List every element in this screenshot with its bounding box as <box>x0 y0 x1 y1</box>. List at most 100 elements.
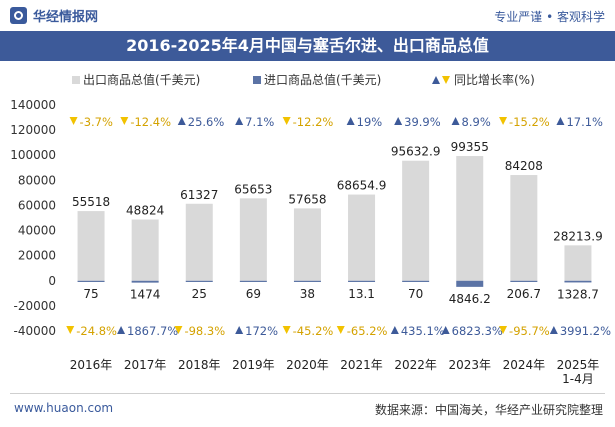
export-growth-label-up-icon <box>556 117 565 125</box>
export-growth-label: 8.9% <box>462 115 491 129</box>
export-bar <box>77 211 105 281</box>
legend-export-label: 出口商品总值(千美元) <box>83 72 200 87</box>
legend-export-swatch <box>72 76 80 84</box>
import-growth-label: -24.8% <box>76 324 117 338</box>
import-growth-label-down-icon <box>66 326 75 334</box>
y-tick-label: 80000 <box>18 173 56 187</box>
export-value-label: 99355 <box>451 140 489 154</box>
import-growth-label: -98.3% <box>184 324 225 338</box>
import-value-label: 70 <box>408 287 423 301</box>
export-growth-label: 25.6% <box>188 115 225 129</box>
import-growth-label: 6823.3% <box>452 324 503 338</box>
import-value-label: 69 <box>246 287 261 301</box>
footer-source: 数据来源：中国海关，华经产业研究院整理 <box>374 403 603 417</box>
x-tick-label: 2022年 <box>394 358 437 372</box>
export-growth-label-up-icon <box>177 117 186 125</box>
y-tick-label: -40000 <box>13 324 56 338</box>
y-tick-label: 100000 <box>10 148 56 162</box>
export-bar <box>131 219 159 281</box>
export-value-label: 61327 <box>180 188 218 202</box>
import-growth-label: 1867.7% <box>127 324 178 338</box>
export-growth-label-up-icon <box>394 117 403 125</box>
footer-website[interactable]: www.huaon.com <box>14 401 114 415</box>
export-bar <box>564 245 592 281</box>
x-tick-label: 2017年 <box>124 358 167 372</box>
export-growth-label: -15.2% <box>509 115 550 129</box>
export-value-label: 84208 <box>505 159 543 173</box>
export-growth-label: -3.7% <box>80 115 113 129</box>
chart: 出口商品总值(千美元) 进口商品总值(千美元) 同比增长率(%) -40000 -200… <box>10 72 611 386</box>
y-tick-label: 140000 <box>10 98 56 112</box>
import-value-label: 206.7 <box>507 287 541 301</box>
export-value-label: 95632.9 <box>391 145 441 159</box>
export-growth-label: 17.1% <box>566 115 603 129</box>
legend-import-swatch <box>253 76 261 84</box>
import-growth-label: -65.2% <box>347 324 388 338</box>
x-tick-label: 2021年 <box>340 358 383 372</box>
export-growth-label-down-icon <box>69 117 78 125</box>
import-bar <box>239 280 267 282</box>
legend-growth-label: 同比增长率(%) <box>454 72 535 87</box>
brand-name: 华经情报网 <box>33 10 99 25</box>
export-growth-label: -12.4% <box>130 115 171 129</box>
import-growth-label-up-icon <box>441 326 450 334</box>
export-value-label: 57658 <box>288 192 326 206</box>
export-growth-label-up-icon <box>346 117 355 125</box>
export-growth-label: 19% <box>357 115 383 129</box>
title-bar: 2016-2025年4月中国与塞舌尔进、出口商品总值 <box>0 31 615 61</box>
legend-down-triangle-icon <box>442 76 450 84</box>
import-growth-label-up-icon <box>390 326 399 334</box>
import-bar <box>77 280 105 282</box>
y-tick-label: 40000 <box>18 224 56 238</box>
export-bar <box>456 156 484 281</box>
import-value-label: 38 <box>300 287 315 301</box>
export-value-label: 48824 <box>126 203 164 217</box>
export-bar <box>402 160 430 281</box>
brand-logo[interactable]: 华经情报网 <box>10 6 98 25</box>
x-tick-label: 2020年 <box>286 358 329 372</box>
import-bar <box>564 280 592 283</box>
legend-import-label: 进口商品总值(千美元) <box>264 72 381 87</box>
brand-logo-icon <box>10 7 27 24</box>
import-growth-label: 435.1% <box>401 324 445 338</box>
legend-up-triangle-icon <box>432 76 440 84</box>
x-tick-label: 2023年 <box>448 358 491 372</box>
export-bar <box>510 175 538 281</box>
import-growth-label: 3991.2% <box>560 324 611 338</box>
export-growth-label-down-icon <box>120 117 129 125</box>
chart-title: 2016-2025年4月中国与塞舌尔进、出口商品总值 <box>126 36 489 55</box>
export-value-label: 68654.9 <box>337 179 387 193</box>
x-tick-label: 2016年 <box>70 358 113 372</box>
import-value-label: 4846.2 <box>449 292 491 306</box>
import-growth-label-up-icon <box>117 326 126 334</box>
export-bar <box>348 194 376 281</box>
import-growth-label: -45.2% <box>293 324 334 338</box>
export-growth-label: 7.1% <box>245 115 274 129</box>
export-value-label: 65653 <box>234 182 272 196</box>
y-tick-label: 0 <box>48 274 56 288</box>
import-growth-label: 172% <box>245 324 278 338</box>
x-tick-label: 1-4月 <box>562 372 594 386</box>
import-bar <box>348 280 376 282</box>
import-bar <box>131 280 159 283</box>
y-tick-label: -20000 <box>13 299 56 313</box>
import-value-label: 13.1 <box>348 287 375 301</box>
import-bar <box>402 280 430 282</box>
import-growth-label-up-icon <box>549 326 558 334</box>
y-tick-label: 120000 <box>10 123 56 137</box>
import-growth-label-down-icon <box>174 326 183 334</box>
import-bar <box>510 280 538 282</box>
export-bar <box>185 203 213 281</box>
export-growth-label-down-icon <box>282 117 291 125</box>
top-bar: 华经情报网 专业严谨 • 客观科学 <box>0 0 615 30</box>
import-growth-label-down-icon <box>336 326 345 334</box>
import-bar <box>293 280 321 282</box>
x-tick-label: 2024年 <box>503 358 546 372</box>
export-value-label: 55518 <box>72 195 110 209</box>
y-tick-label: 20000 <box>18 249 56 263</box>
import-value-label: 1328.7 <box>557 287 599 301</box>
import-value-label: 75 <box>83 287 98 301</box>
import-value-label: 1474 <box>130 288 161 302</box>
import-growth-label-down-icon <box>499 326 508 334</box>
x-tick-label: 2018年 <box>178 358 221 372</box>
